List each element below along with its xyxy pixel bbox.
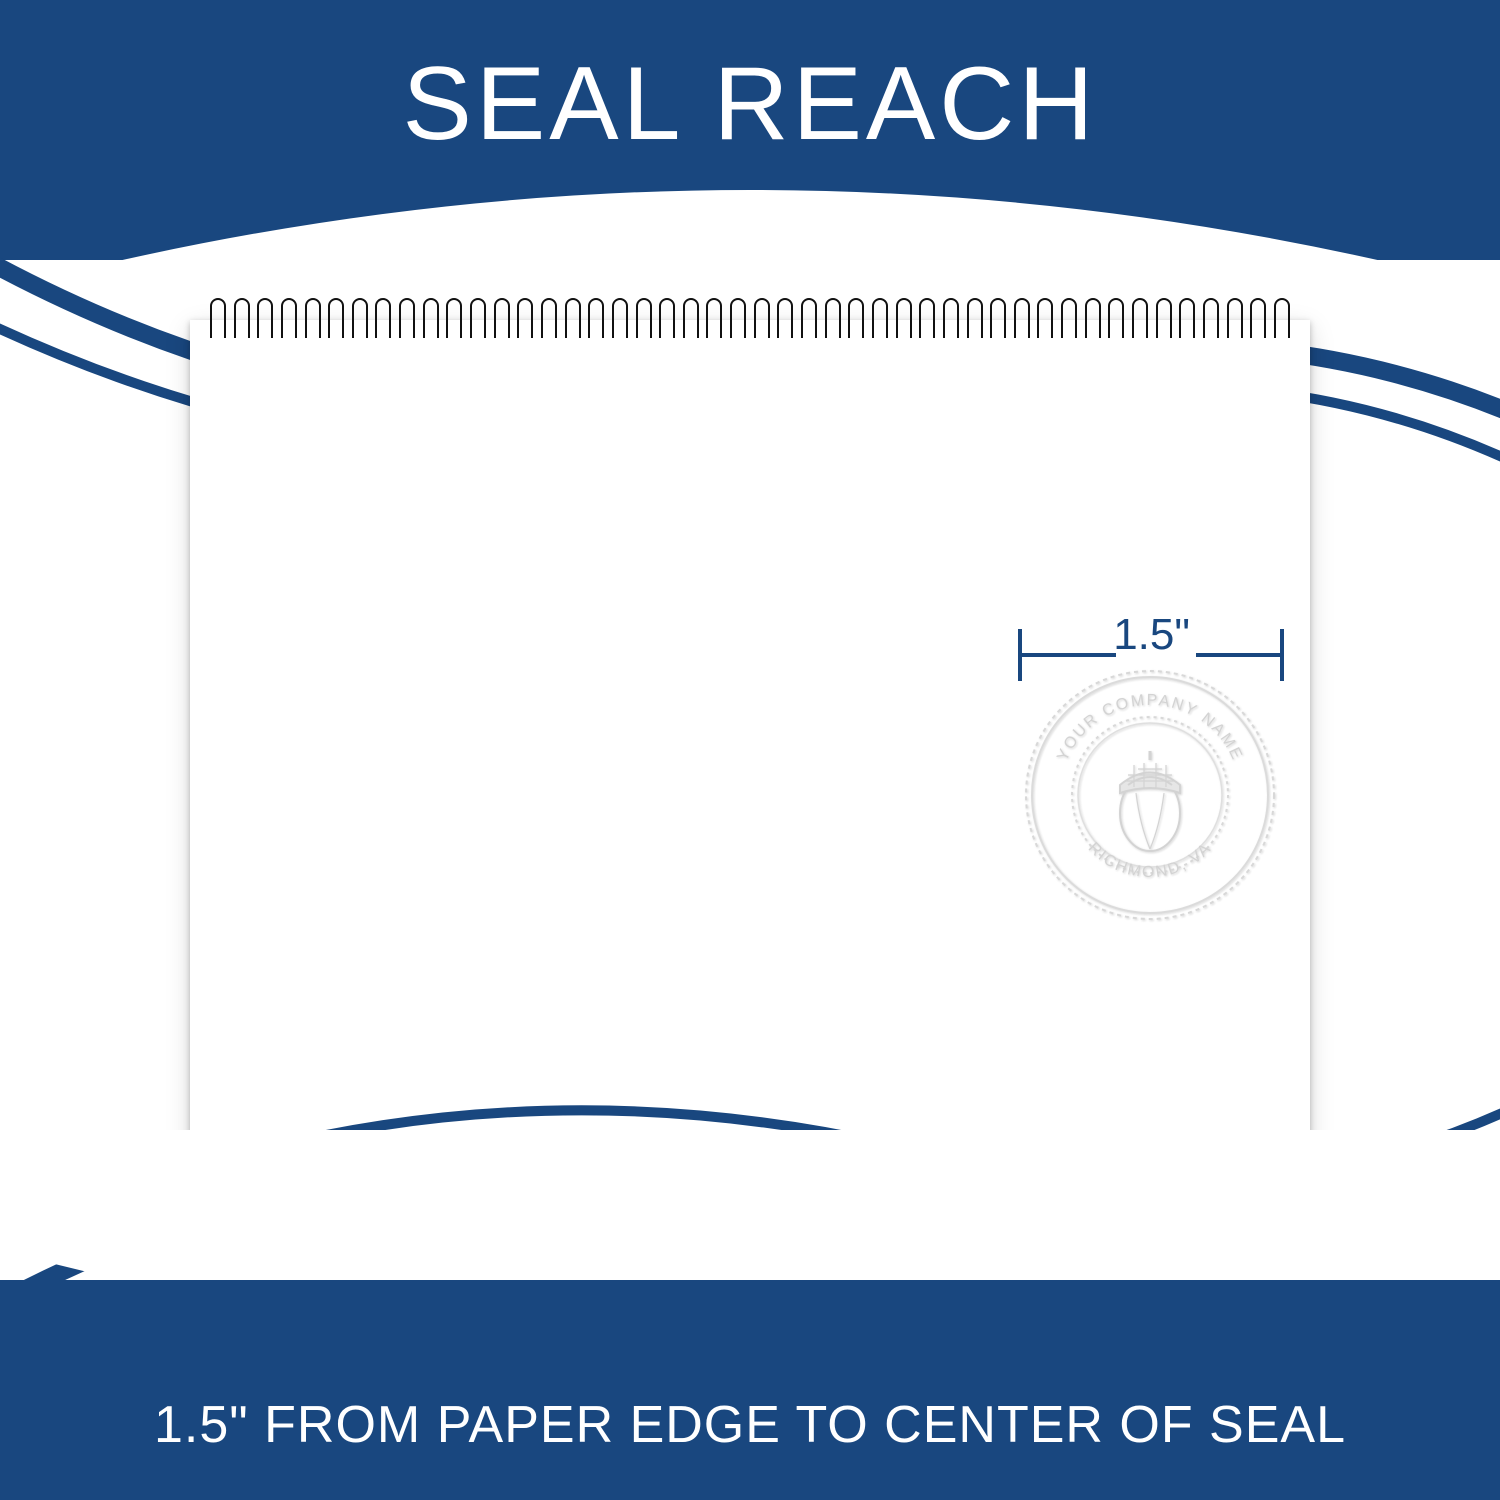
spiral-ring xyxy=(1274,298,1290,338)
spiral-ring xyxy=(896,298,912,338)
spiral-ring xyxy=(588,298,604,338)
spiral-ring xyxy=(281,298,297,338)
spiral-ring xyxy=(754,298,770,338)
measurement-label: 1.5" xyxy=(1113,610,1190,660)
spiral-ring xyxy=(541,298,557,338)
spiral-ring xyxy=(1132,298,1148,338)
spiral-ring xyxy=(848,298,864,338)
spiral-ring xyxy=(659,298,675,338)
spiral-ring xyxy=(234,298,250,338)
spiral-ring xyxy=(612,298,628,338)
spiral-ring xyxy=(352,298,368,338)
seal-svg: YOUR COMPANY NAME RICHMOND, VA xyxy=(1020,665,1280,925)
spiral-ring xyxy=(470,298,486,338)
spiral-ring xyxy=(1085,298,1101,338)
spiral-ring xyxy=(683,298,699,338)
spiral-ring xyxy=(305,298,321,338)
spiral-ring xyxy=(328,298,344,338)
spiral-ring xyxy=(210,298,226,338)
spiral-ring xyxy=(730,298,746,338)
spiral-ring xyxy=(446,298,462,338)
footer-caption: 1.5" FROM PAPER EDGE TO CENTER OF SEAL xyxy=(154,1395,1346,1455)
spiral-ring xyxy=(872,298,888,338)
seal-bottom-text: RICHMOND, VA xyxy=(1085,839,1215,881)
spiral-ring xyxy=(967,298,983,338)
spiral-ring xyxy=(777,298,793,338)
acorn-icon xyxy=(1120,751,1180,851)
spiral-ring xyxy=(1156,298,1172,338)
footer-banner: 1.5" FROM PAPER EDGE TO CENTER OF SEAL xyxy=(0,1280,1500,1500)
spiral-ring xyxy=(1250,298,1266,338)
spiral-ring xyxy=(636,298,652,338)
spiral-ring xyxy=(257,298,273,338)
spiral-ring xyxy=(1014,298,1030,338)
spiral-ring xyxy=(825,298,841,338)
spiral-ring xyxy=(919,298,935,338)
spiral-ring xyxy=(565,298,581,338)
spiral-ring xyxy=(1227,298,1243,338)
spiral-ring xyxy=(990,298,1006,338)
spiral-ring xyxy=(494,298,510,338)
spiral-ring xyxy=(1108,298,1124,338)
spiral-ring xyxy=(375,298,391,338)
spiral-ring xyxy=(706,298,722,338)
spiral-ring xyxy=(1037,298,1053,338)
spiral-ring xyxy=(1061,298,1077,338)
embossed-seal: YOUR COMPANY NAME RICHMOND, VA xyxy=(1020,665,1280,925)
spiral-ring xyxy=(399,298,415,338)
notebook-page: 1.5" YOUR COMPANY NAME RICHMOND, VA xyxy=(190,320,1310,1190)
spiral-binding xyxy=(210,298,1290,342)
spiral-ring xyxy=(517,298,533,338)
spiral-ring xyxy=(1203,298,1219,338)
spiral-ring xyxy=(1179,298,1195,338)
page-title: SEAL REACH xyxy=(402,45,1097,164)
spiral-ring xyxy=(423,298,439,338)
spiral-ring xyxy=(943,298,959,338)
header-banner: SEAL REACH xyxy=(0,0,1500,260)
spiral-ring xyxy=(801,298,817,338)
